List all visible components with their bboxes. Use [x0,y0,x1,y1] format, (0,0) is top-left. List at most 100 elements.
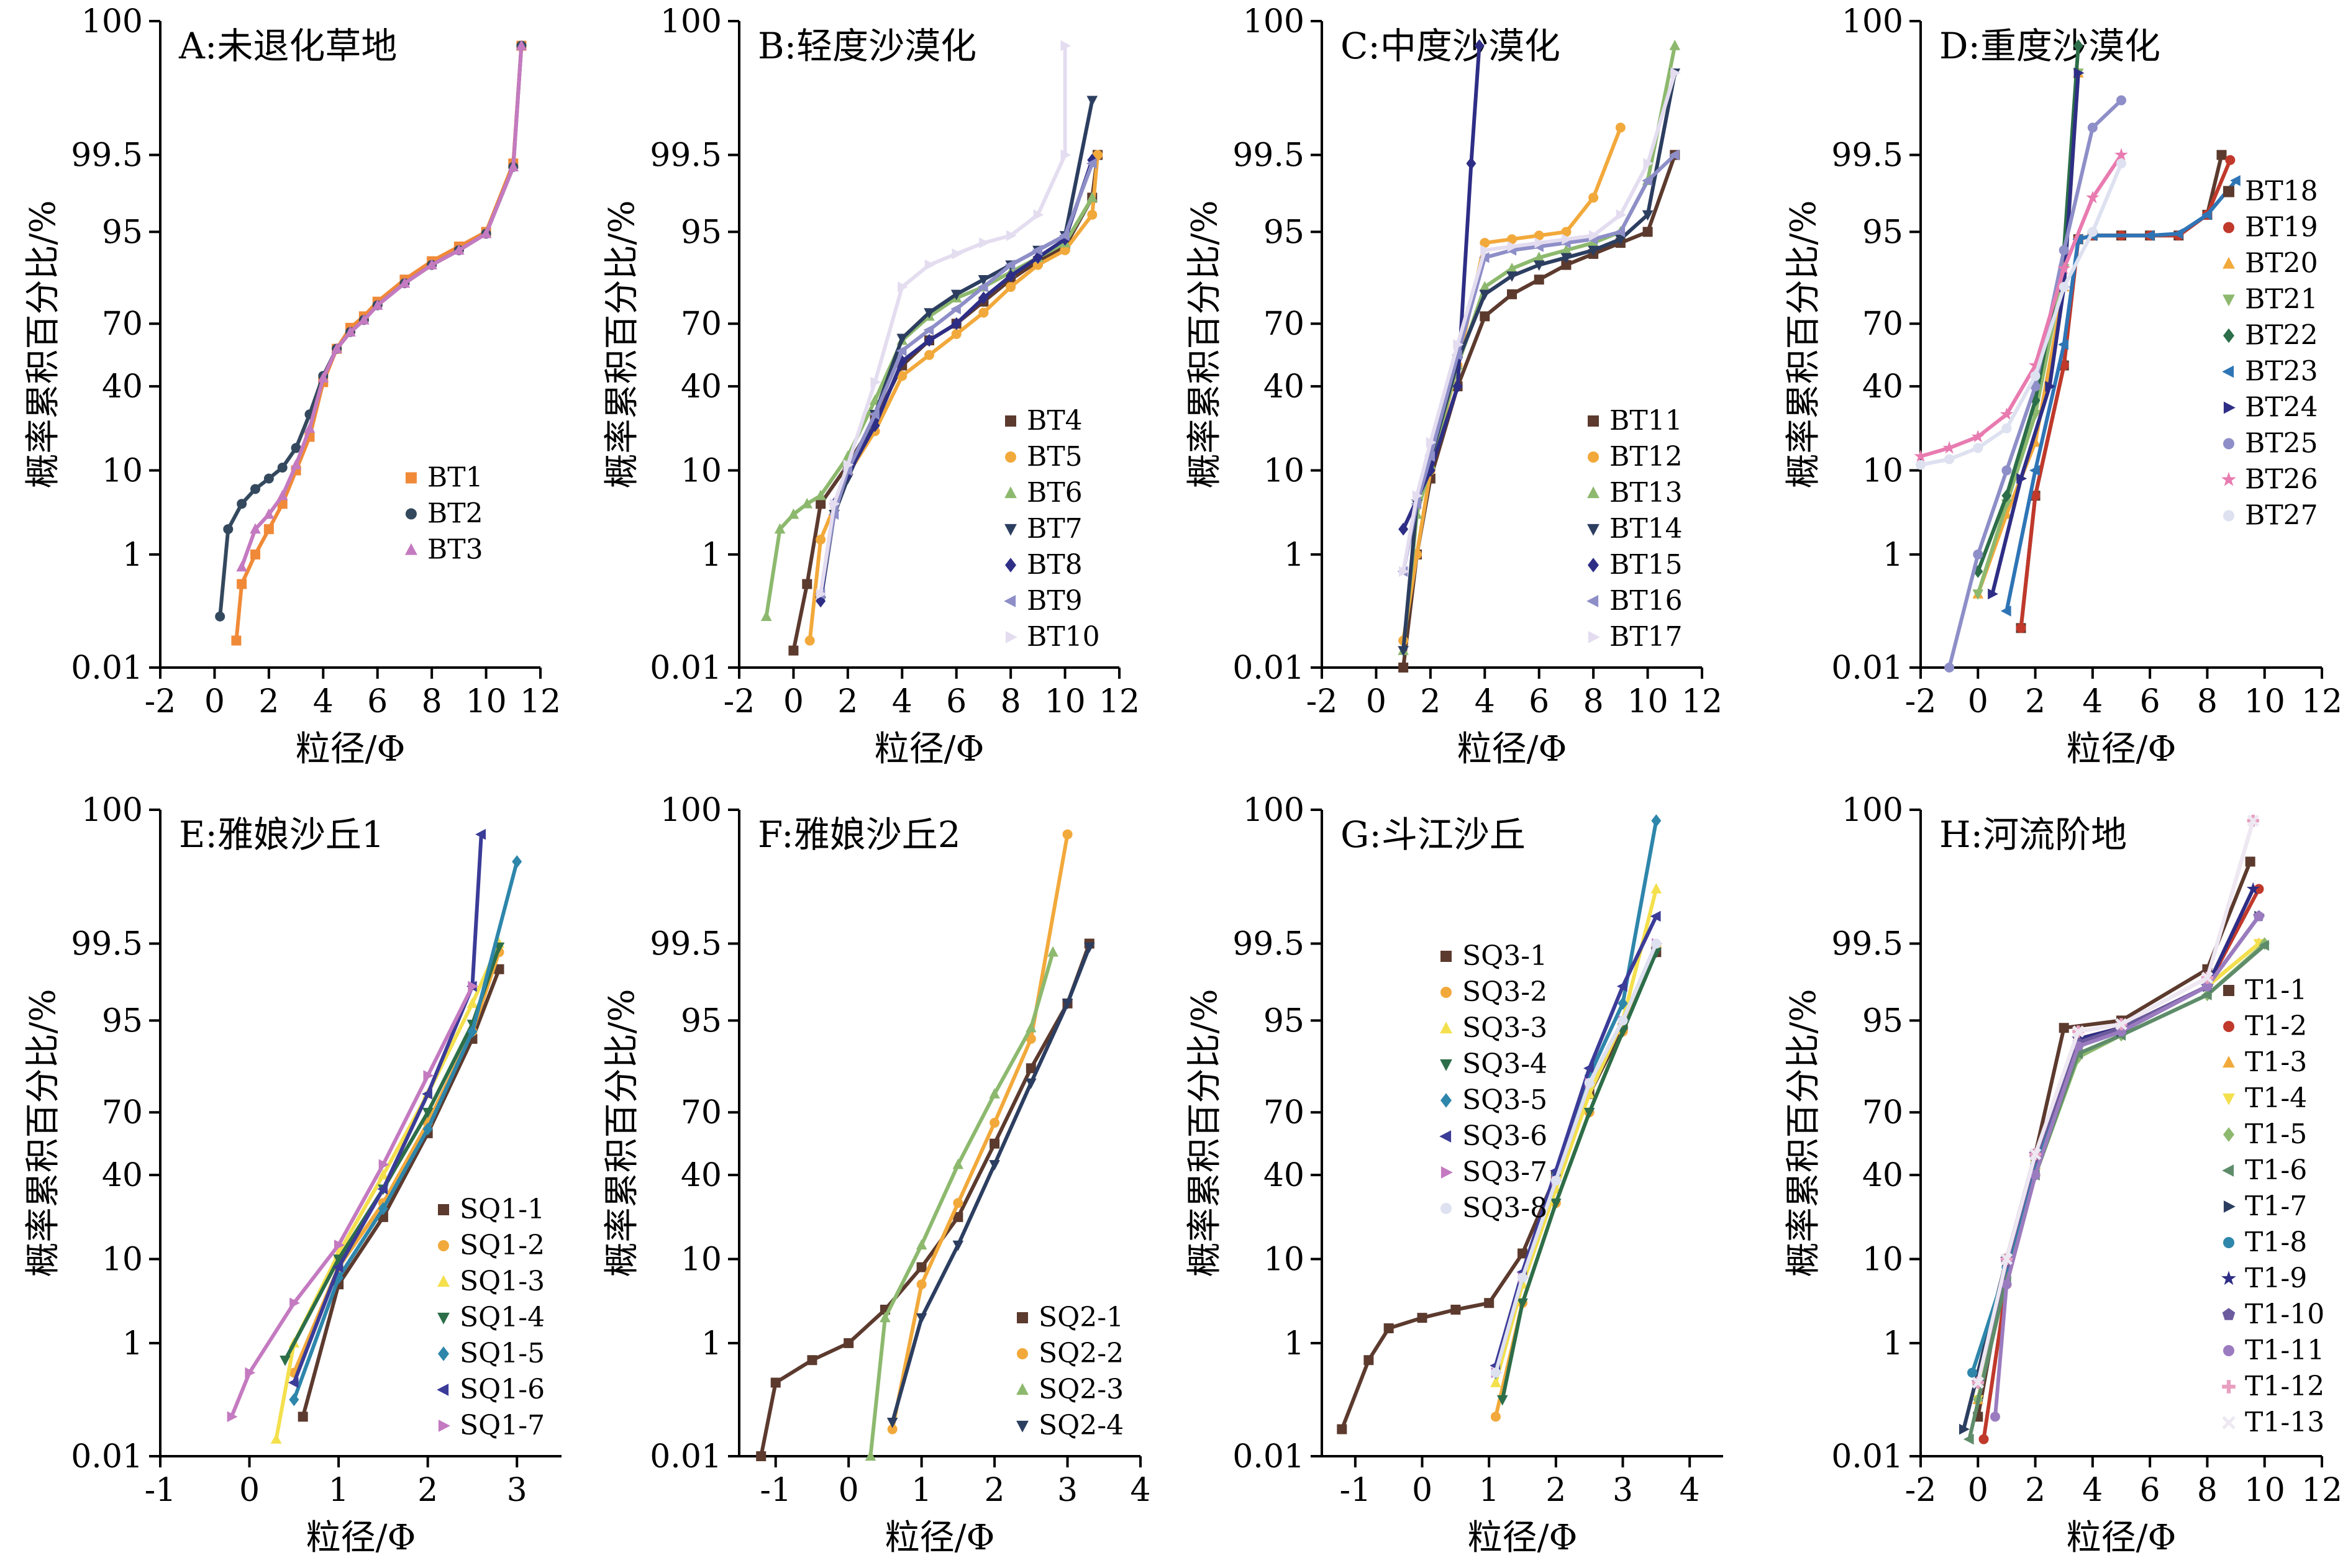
x-tick-label: 3 [1057,1472,1078,1509]
legend-marker [1439,1130,1452,1143]
x-tick-label: 12 [520,683,561,720]
data-point [760,610,772,621]
data-point [1560,244,1572,255]
legend-marker [2222,1380,2236,1394]
data-point [345,326,356,337]
data-point [1480,238,1490,248]
y-tick-label: 0.01 [1831,650,1903,687]
y-axis-label: 概率累积百分比/% [23,200,63,488]
data-point [332,1261,344,1273]
data-point [1562,233,1573,245]
legend-label: BT20 [2245,248,2318,279]
data-point [1668,149,1680,161]
x-tick-label: 3 [1613,1472,1633,1509]
legend-label: BT11 [1609,405,1683,437]
series-BT3 [236,39,527,572]
legend-item: BT11 [1588,405,1683,437]
data-point [1026,1078,1037,1089]
data-point [1916,460,1926,470]
legend-label: T1-7 [2245,1190,2307,1222]
data-point [950,289,962,301]
data-point [2030,491,2041,501]
data-point [924,308,935,319]
x-tick-label: 0 [204,683,225,720]
data-point [1588,230,1599,242]
x-tick-label: 2 [837,683,858,720]
y-tick-label: 1 [122,1325,143,1362]
legend-label: SQ1-6 [460,1374,545,1405]
panel-title: H:河流阶地 [1939,813,2127,856]
x-tick-label: -1 [145,1472,176,1509]
y-tick-label: 10 [1263,452,1304,489]
x-tick-label: 10 [1627,683,1668,720]
data-point [317,372,329,383]
data-point [2072,1025,2085,1038]
data-point [1560,253,1572,264]
legend-marker [2223,1127,2234,1142]
data-point [516,39,527,50]
series-T1-6 [1963,940,2269,1445]
series-T1-9 [1971,882,2260,1389]
legend-item: SQ1-5 [438,1338,545,1369]
series-line [1401,45,1481,530]
legend-marker [2223,510,2234,522]
x-tick-label: 0 [839,1472,859,1509]
series-T1-4 [1972,939,2265,1406]
legend-marker [1005,631,1017,643]
data-point [829,498,840,510]
data-point [277,462,288,473]
y-tick-label: 0.01 [1232,650,1304,687]
legend-label: SQ3-2 [1462,976,1547,1008]
legend-label: BT12 [1609,441,1683,473]
legend-item: SQ1-4 [437,1302,545,1333]
data-point [1032,260,1043,270]
legend-item: BT10 [1005,621,1100,653]
data-point [1060,40,1072,52]
legend-item: T1-5 [2223,1118,2307,1150]
data-point [263,473,274,484]
x-axis-label: 粒径/Φ [1468,1518,1578,1558]
x-tick-label: 0 [783,683,804,720]
data-point [843,459,854,471]
legend-label: BT21 [2245,284,2318,315]
series-SQ3-8 [1490,938,1662,1378]
data-point [815,489,826,501]
legend-marker [438,1420,450,1432]
y-tick-label: 0.01 [650,1438,722,1475]
legend-label: BT26 [2245,464,2318,496]
series-BT26 [1914,148,2128,463]
y-tick-label: 1 [1883,537,1903,574]
data-point [1533,260,1545,271]
data-point [1944,454,1955,465]
legend-item: BT24 [2223,392,2318,424]
data-point [358,314,370,325]
legend-marker [2223,294,2235,307]
data-point [2144,230,2155,242]
legend-label: BT27 [2245,500,2318,532]
legend-marker [405,543,417,555]
data-point [898,281,908,292]
legend-item: SQ1-1 [438,1194,545,1225]
legend-item: BT22 [2223,320,2318,351]
y-tick-label: 95 [681,214,722,251]
legend-marker [405,508,417,520]
y-axis-label: 概率累积百分比/% [1783,200,1824,488]
legend-item: T1-13 [2222,1407,2324,1438]
legend-label: BT14 [1609,513,1683,545]
x-tick-label: 4 [1680,1472,1700,1509]
legend-label: BT10 [1027,621,1100,653]
legend-label: T1-10 [2245,1298,2324,1330]
legend-marker [437,1275,450,1287]
legend-marker [1017,1348,1028,1359]
data-point [236,561,247,572]
y-tick-label: 100 [660,3,722,40]
x-tick-label: 2 [985,1472,1005,1509]
series-line [283,946,501,1361]
legend-marker [1587,523,1599,536]
legend-marker [2223,328,2234,343]
y-tick-label: 40 [1263,368,1304,406]
legend-label: SQ1-5 [460,1338,545,1369]
data-point [1518,1248,1527,1259]
legend-item: BT15 [1588,549,1683,581]
legend-marker [2223,1021,2234,1032]
